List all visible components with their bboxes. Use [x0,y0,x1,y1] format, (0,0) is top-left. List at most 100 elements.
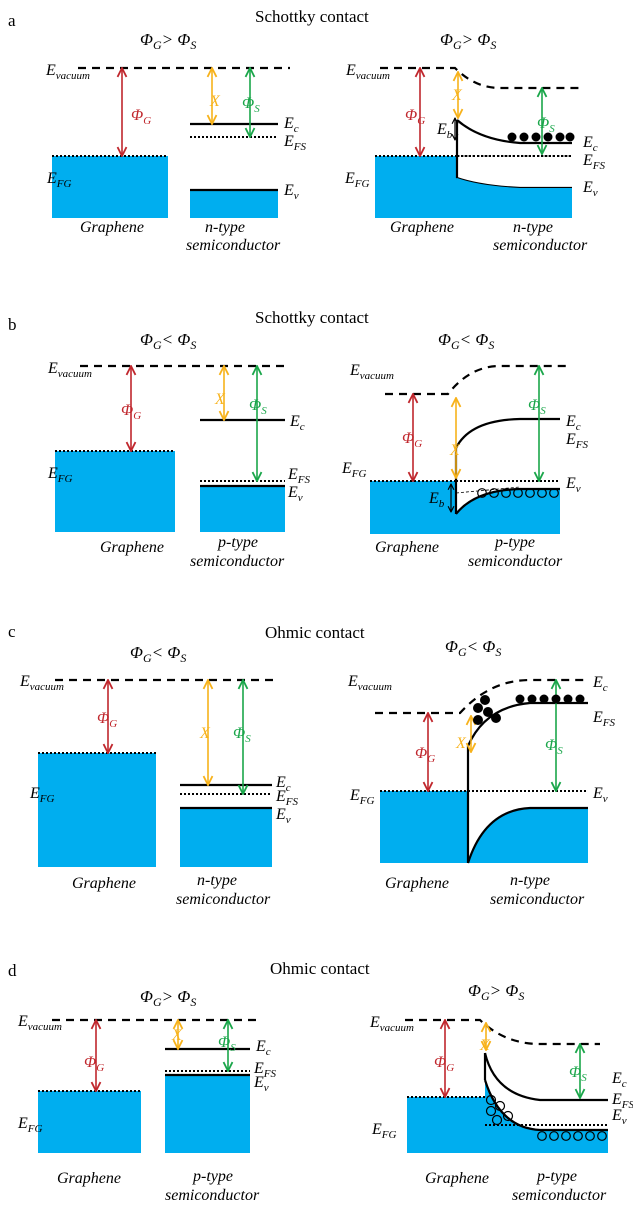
e-c-label: Ec [289,413,305,433]
hole [525,488,535,498]
chi-label: X [171,1027,183,1044]
e-vacuum-label: Evacuum [349,362,394,382]
p-type-label: p-type [192,1168,233,1185]
conduction-band-bent [455,417,560,449]
e-vacuum-label: Evacuum [347,673,392,693]
panel-title: Ohmic contact [270,959,370,978]
phi-g-label: ΦG [131,107,151,127]
semiconductor-label: semiconductor [490,891,585,908]
graphene-band [370,481,456,534]
valence-band-fill [180,808,272,867]
e-v-label: Ev [287,484,303,504]
panel-letter: b [8,315,17,334]
graphene-band [55,451,175,532]
e-vacuum-label: Evacuum [47,360,92,380]
graphene-band [375,156,457,218]
e-c-label: Ec [565,413,581,433]
e-v-label: Ev [565,475,581,495]
panel-letter: c [8,622,16,641]
e-fg-label: EFG [371,1121,397,1141]
e-b-label: Eb [428,490,445,510]
graphene-band [38,1091,141,1153]
hole [561,1131,571,1141]
n-type-label: n-type [513,219,553,236]
e-fs-label: EFS [275,788,299,808]
panel-letter: a [8,11,16,30]
phi-s-label: ΦS [233,725,251,745]
phi-s-label: ΦS [528,397,546,417]
chi-label: X [449,442,461,459]
phi-g-label: ΦG [402,430,422,450]
e-v-label: Ev [275,806,291,826]
panel-title: Schottky contact [255,308,369,327]
electron [515,694,525,704]
electron [575,694,585,704]
condition-left: ΦG< ΦS [140,330,196,352]
semiconductor-band-fill [457,178,572,218]
phi-g-label: ΦG [121,402,141,422]
graphene-label: Graphene [375,539,439,556]
hole [501,488,511,498]
electron [483,707,493,717]
graphene-label: Graphene [80,219,144,236]
electron [531,132,541,142]
panel-a: a Schottky contact ΦG> ΦS ΦG> ΦS Evacuum EFG Φ… [8,7,606,254]
electron [507,132,517,142]
phi-s-label: ΦS [537,115,555,135]
phi-s-label: ΦS [545,737,563,757]
hole [597,1131,607,1141]
graphene-band [52,156,168,218]
phi-g-label: ΦG [434,1054,454,1074]
panel-d: d Ohmic contact ΦG> ΦS ΦG> ΦS Evacuum EFG ΦG X Φ… [8,959,633,1204]
e-fs-label: EFS [611,1091,633,1111]
vacuum-level [380,66,582,90]
electron [480,695,490,705]
hole [513,488,523,498]
n-type-label: n-type [205,219,245,236]
p-type-label: p-type [536,1168,577,1185]
e-fg-label: EFG [29,785,55,805]
e-v-label: Ev [253,1074,269,1094]
conduction-band-bent [483,1052,608,1102]
semiconductor-band-fill [456,489,560,534]
electron [565,132,575,142]
p-type-label: p-type [217,534,258,551]
e-fg-label: EFG [17,1115,43,1135]
hole [585,1131,595,1141]
e-vacuum-label: Evacuum [45,62,90,82]
chi-label: X [199,725,211,742]
hole [494,1100,506,1112]
phi-g-label: ΦG [405,107,425,127]
semiconductor-label: semiconductor [165,1187,260,1204]
electron [539,694,549,704]
chi-label: X [209,93,221,110]
hole [477,488,487,498]
graphene-band [380,791,468,863]
chi-label: X [451,87,463,104]
n-type-label: n-type [510,872,550,889]
valence-band-bent [483,1079,608,1132]
hole [537,1131,547,1141]
valence-band-bent [466,806,588,864]
graphene-band [38,753,156,867]
e-c-label: Ec [275,774,291,794]
e-vacuum-label: Evacuum [345,62,390,82]
semiconductor-band-fill [468,808,588,863]
condition-right: ΦG< ΦS [445,637,501,659]
electron [491,713,501,723]
n-type-label: n-type [197,872,237,889]
graphene-label: Graphene [72,875,136,892]
vacuum-level [405,1018,600,1046]
hole [489,488,499,498]
electron [519,132,529,142]
hole [537,488,547,498]
electron [563,694,573,704]
phi-s-label: ΦS [242,95,260,115]
graphene-label: Graphene [385,875,449,892]
electron [543,132,553,142]
panel-title: Schottky contact [255,7,369,26]
e-fs-label: EFS [253,1060,277,1080]
panel-b: b Schottky contact ΦG< ΦS ΦG< ΦS Evacuum EFG Φ… [8,308,589,570]
condition-left: ΦG< ΦS [130,643,186,665]
e-c-label: Ec [255,1038,271,1058]
